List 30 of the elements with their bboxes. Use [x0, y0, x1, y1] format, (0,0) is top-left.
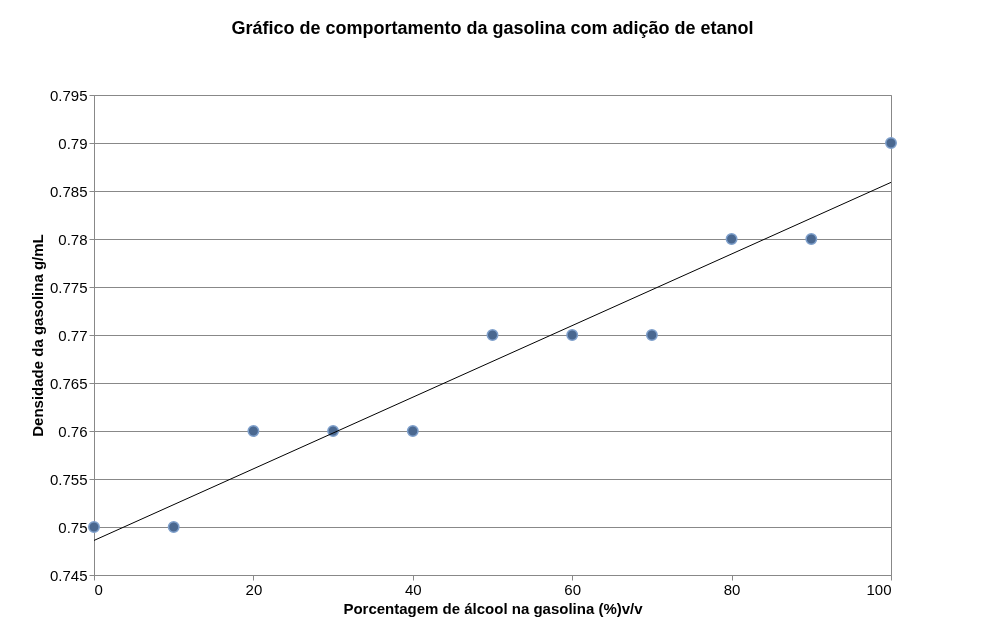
y-tick-label: 0.76	[58, 422, 88, 440]
point	[805, 233, 818, 245]
point	[88, 521, 100, 533]
y-tick-label: 0.745	[49, 566, 88, 584]
x-tick-label: 60	[564, 580, 582, 598]
x-tick-label: 80	[723, 580, 741, 598]
x-tick-label: 0	[94, 580, 103, 598]
y-tick-label: 0.795	[49, 86, 88, 104]
x-tick-label: 20	[245, 580, 263, 598]
y-tick-label: 0.78	[58, 230, 88, 248]
x-tick-label: 40	[404, 580, 422, 598]
y-tick-label: 0.77	[58, 326, 88, 344]
y-tick-label: 0.79	[58, 134, 88, 152]
point	[885, 137, 897, 149]
x-axis-title: Porcentagem de álcool na gasolina (%)v/v	[343, 599, 644, 617]
point	[167, 521, 180, 533]
y-tick-label: 0.785	[49, 182, 88, 200]
point	[566, 329, 579, 341]
chart-title: Gráfico de comportamento da gasolina com adição de etanol	[231, 18, 754, 38]
point	[247, 425, 260, 437]
x-tick-label: 100	[866, 580, 892, 598]
y-axis-title: Densidade da gasolina g/mL	[28, 234, 46, 437]
point	[645, 329, 658, 341]
point	[486, 329, 499, 341]
y-tick-label: 0.755	[49, 470, 88, 488]
y-tick-label: 0.775	[49, 278, 88, 296]
y-tick-label: 0.75	[58, 518, 88, 536]
y-tick-label: 0.765	[49, 374, 88, 392]
point	[406, 425, 419, 437]
point	[725, 233, 738, 245]
